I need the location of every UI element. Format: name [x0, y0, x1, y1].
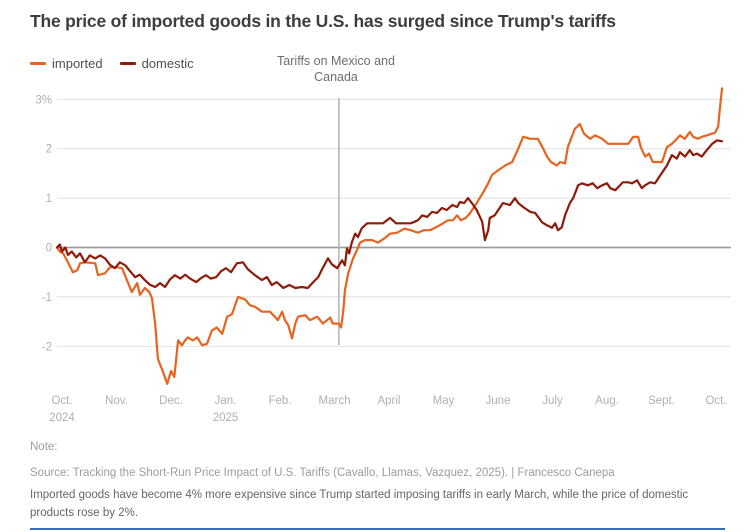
source-line: Source: Tracking the Short-Run Price Imp…	[30, 467, 615, 479]
x-axis-tick-label: Aug.	[595, 395, 619, 407]
x-axis-year-label: 2025	[213, 412, 239, 424]
x-axis-tick-label: Oct.	[705, 395, 726, 407]
imported-line-swatch-icon	[30, 62, 46, 65]
x-axis-tick-label: April	[377, 395, 400, 407]
y-axis-tick-label: 0	[46, 243, 52, 255]
x-axis-tick-label: Oct.	[51, 395, 72, 407]
y-axis-tick-label: 3%	[35, 94, 52, 106]
y-axis-tick-label: -2	[42, 341, 52, 353]
tariff-annotation-line2: Canada	[314, 70, 358, 85]
tariff-annotation-line1: Tariffs on Mexico and	[277, 54, 395, 68]
legend-label-domestic: domestic	[141, 56, 194, 71]
x-axis-tick-label: June	[486, 395, 511, 407]
x-axis-tick-label: July	[542, 395, 563, 407]
domestic-line-swatch-icon	[119, 62, 136, 65]
description-text: Imported goods have become 4% more expen…	[30, 489, 689, 519]
y-axis-tick-label: -1	[42, 292, 52, 304]
price-change-line-chart: 3% 2 1 0 -1 -2 Oct. 2024 Nov. Dec. Jan. 2025 Feb. Mar…	[35, 87, 731, 424]
legend-item-domestic: domestic	[119, 56, 194, 71]
bottom-rule	[30, 528, 725, 530]
chart-notes: Note: Source: Tracking the Short-Run Pri…	[30, 441, 730, 523]
imported-line	[55, 87, 724, 385]
x-axis-tick-label: Nov.	[105, 395, 128, 407]
x-axis-tick-label: Feb.	[268, 395, 291, 407]
page-title: The price of imported goods in the U.S. …	[30, 11, 616, 31]
chart-legend: imported domestic	[30, 56, 194, 71]
legend-item-imported: imported	[30, 56, 103, 71]
x-axis-tick-label: Sept.	[648, 395, 675, 407]
x-axis-tick-label: Dec.	[159, 395, 183, 407]
y-axis-tick-label: 1	[46, 193, 52, 205]
legend-label-imported: imported	[52, 56, 103, 71]
x-axis-tick-label: May	[433, 395, 455, 407]
tariff-annotation-label: Tariffs on Mexico and Canada	[277, 53, 395, 86]
y-axis-tick-label: 2	[46, 144, 52, 156]
domestic-line	[55, 139, 724, 290]
x-axis-tick-label: March	[319, 395, 351, 407]
x-axis-year-label: 2024	[49, 412, 75, 424]
note-label: Note:	[30, 441, 58, 453]
x-axis-tick-label: Jan.	[215, 395, 237, 407]
